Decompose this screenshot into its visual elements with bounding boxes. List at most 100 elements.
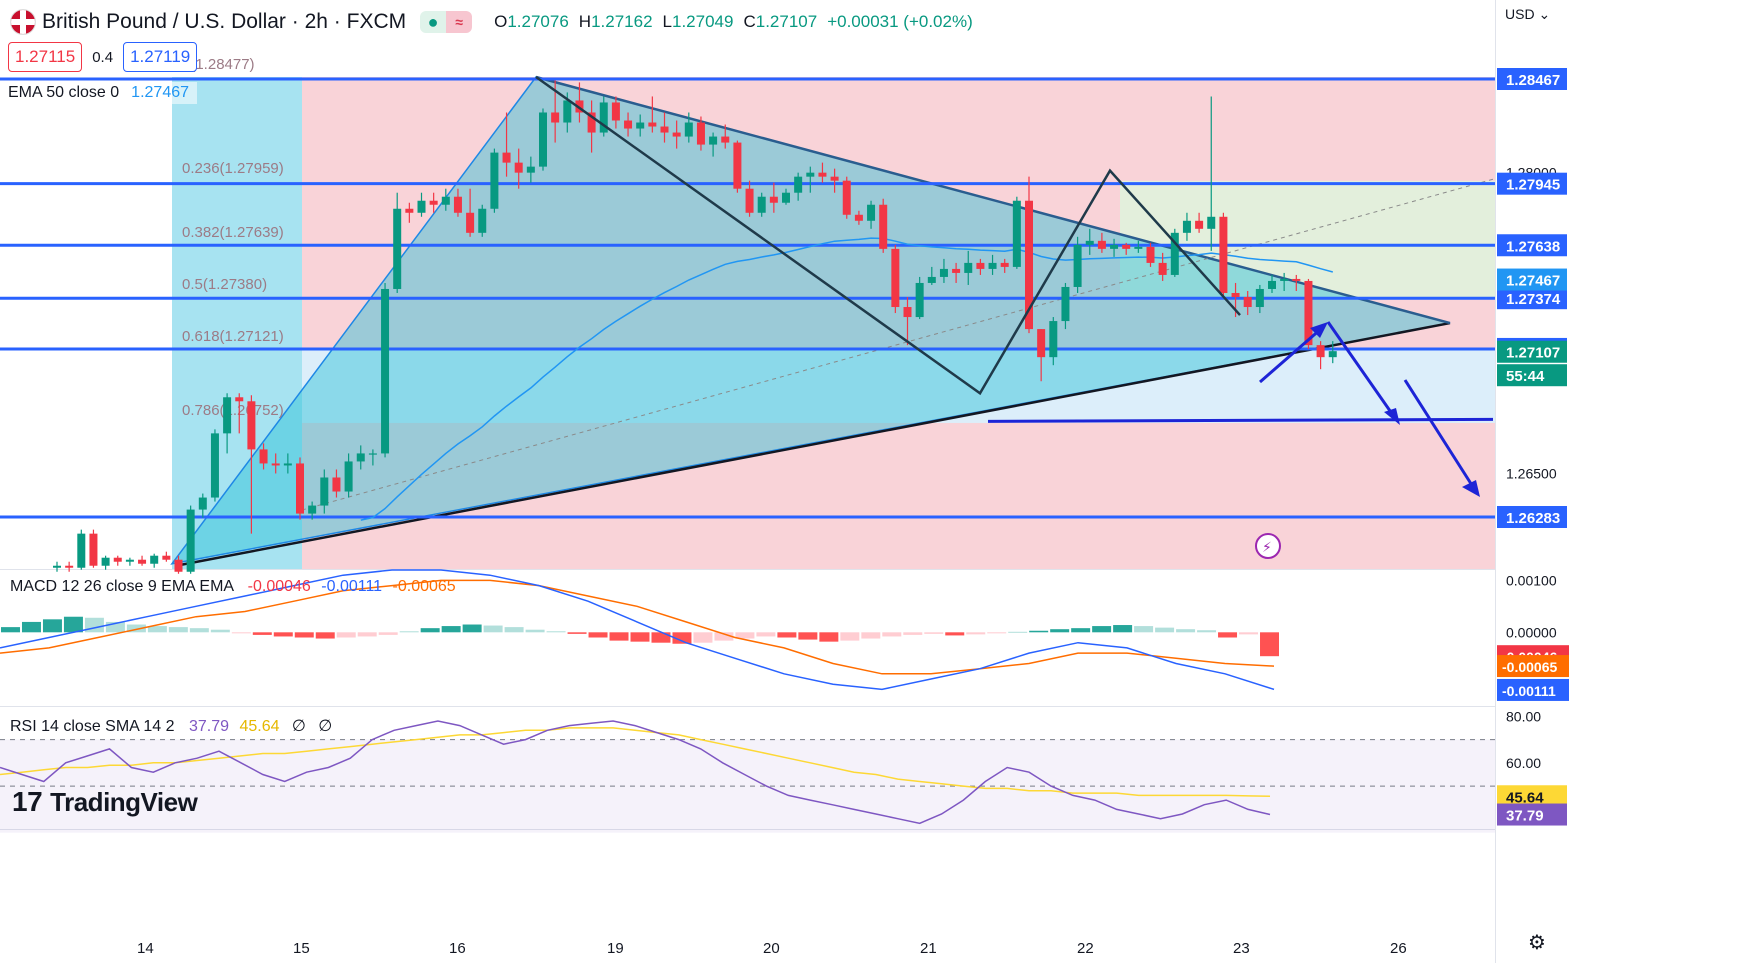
time-axis-tick: 14 [137, 940, 154, 957]
candle-body [696, 122, 705, 145]
time-axis-tick: 21 [920, 940, 937, 957]
candle-body [53, 565, 61, 568]
candle-body [1207, 216, 1216, 229]
candle-body [879, 204, 888, 249]
candle-body [551, 112, 560, 123]
candle-body [1049, 321, 1058, 358]
macd-histogram-bar [42, 619, 62, 633]
macd-histogram-bar [1008, 631, 1028, 633]
candle-body [65, 565, 74, 568]
candle-body [1255, 288, 1264, 308]
candle-body [757, 196, 766, 213]
candle-body [1268, 280, 1276, 289]
forecast-arrow-up-head [1310, 322, 1328, 338]
level-price-badge: 1.27638 [1506, 238, 1560, 255]
candle-body [441, 196, 450, 205]
macd-histogram-bar [399, 631, 419, 633]
macd-axis-tick: 0.00000 [1506, 624, 1557, 640]
gbp-flag-icon [10, 9, 36, 35]
candle-body [150, 555, 159, 564]
ema-legend[interactable]: EMA 50 close 0 1.27467 [0, 82, 198, 104]
candle-body [320, 477, 329, 506]
macd-histogram-bar [609, 632, 629, 641]
candle-body [210, 433, 219, 498]
candle-body [1122, 244, 1131, 249]
market-open-icon: ● [420, 11, 447, 33]
candle-body [1292, 278, 1301, 281]
target-level-line [987, 417, 1494, 423]
candle-body [1243, 296, 1252, 308]
buy-button[interactable]: 1.27119 [123, 42, 198, 72]
candle-body [1170, 232, 1179, 275]
candle-body [1146, 246, 1155, 263]
candle-body [113, 557, 122, 562]
candle-body [1134, 246, 1143, 249]
candle-body [1012, 200, 1021, 267]
macd-histogram-bar [1029, 630, 1049, 633]
fib-level-label: 0.382(1.27639) [182, 224, 284, 241]
macd-histogram-bar [273, 632, 293, 637]
candle-body [466, 212, 475, 233]
candle-body [381, 288, 390, 454]
macd-histogram-bar [1218, 632, 1238, 638]
macd-histogram-bar [231, 632, 251, 634]
macd-histogram-bar [546, 631, 566, 633]
level-price-badge: 1.28467 [1506, 72, 1560, 89]
candle-body [344, 461, 353, 492]
candle-body [356, 453, 365, 462]
macd-axis-tick: 0.00100 [1506, 572, 1557, 588]
macd-histogram-bar [168, 627, 188, 633]
fib-level-label: 0.5(1.27380) [182, 276, 267, 293]
candle-body [1073, 244, 1082, 287]
macd-histogram-bar [84, 617, 104, 633]
macd-histogram-bar [378, 632, 398, 635]
candle-body [198, 497, 207, 510]
time-axis-tick: 19 [607, 940, 624, 957]
rsi-legend[interactable]: RSI 14 close SMA 14 2 37.79 45.64 ∅ ∅ [10, 718, 333, 735]
level-price-badge-bg [1497, 234, 1567, 257]
candle-body [417, 200, 426, 213]
macd-histogram-bar [777, 632, 797, 638]
macd-histogram-bar [525, 629, 545, 633]
macd-histogram-bar [252, 632, 272, 635]
candle-body [915, 282, 924, 318]
level-price-badge-bg [1497, 172, 1567, 195]
macd-line-badge-bg [1497, 678, 1569, 701]
candle-body [733, 142, 742, 189]
candle-body [453, 196, 462, 213]
settings-gear-icon[interactable]: ⚙ [1528, 932, 1546, 954]
sell-button[interactable]: 1.27115 [8, 42, 83, 72]
macd-histogram-bar [882, 632, 902, 637]
status-pill[interactable]: ● ≈ [420, 11, 473, 33]
macd-legend[interactable]: MACD 12 26 close 9 EMA EMA -0.00046 -0.0… [10, 578, 456, 595]
fib-zone-green [1120, 180, 1495, 297]
macd-histogram-bar [1113, 625, 1133, 633]
macd-histogram-bar [441, 626, 461, 633]
forecast-arrow-down [1326, 321, 1397, 419]
rsi-line [0, 720, 1271, 825]
currency-selector[interactable]: USD ⌄ [1505, 6, 1551, 22]
candle-body [502, 152, 511, 163]
candle-body [563, 100, 572, 123]
macd-histogram-bar [1, 627, 20, 633]
candle-body [1328, 351, 1337, 358]
macd-histogram-bar [357, 632, 377, 637]
time-axis-tick: 15 [293, 940, 310, 957]
candle-body [782, 192, 790, 203]
macd-histogram-bar [105, 621, 125, 633]
macd-line-badge: -0.00111 [1502, 683, 1556, 699]
price-badge-bg [1497, 340, 1567, 363]
forecast-arrow-up [1259, 326, 1323, 384]
candle-body [854, 214, 863, 221]
ema50-line [360, 237, 1333, 521]
candle-body [927, 276, 936, 283]
candle-body [271, 463, 280, 466]
macd-histogram-bar [651, 632, 671, 643]
pane-separator [0, 706, 1495, 707]
symbol-title[interactable]: British Pound / U.S. Dollar · 2h · FXCM [42, 10, 407, 33]
macd-histogram-bar [210, 629, 230, 633]
level-price-badge: 1.27374 [1506, 291, 1561, 308]
candle-body [478, 208, 487, 233]
